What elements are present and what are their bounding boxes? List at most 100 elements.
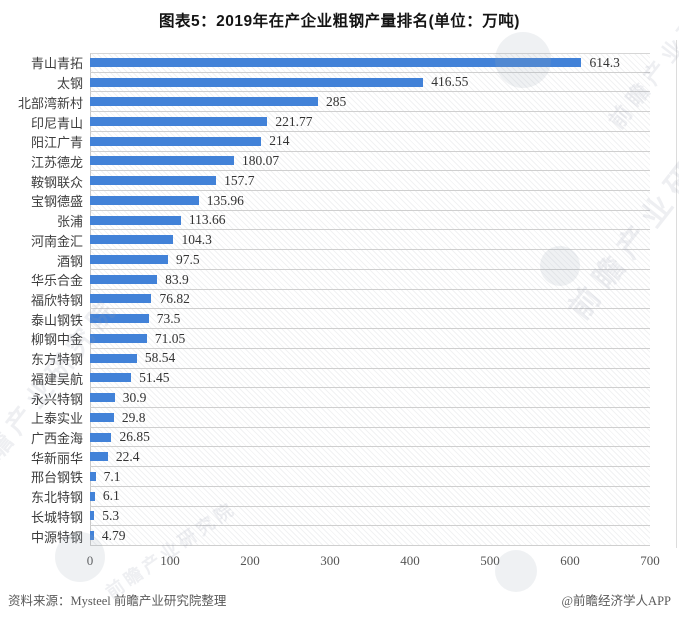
bar xyxy=(90,452,108,462)
chart-row: 长城特钢 5.3 xyxy=(0,507,650,527)
chart-row: 阳江广青 214 xyxy=(0,132,650,152)
bar xyxy=(90,412,114,422)
chart-row: 东北特钢 6.1 xyxy=(0,487,650,507)
value-label: 71.05 xyxy=(154,330,186,346)
bar-track: 71.05 xyxy=(90,329,650,349)
category-label: 江苏德龙 xyxy=(30,154,83,170)
bar xyxy=(90,314,149,324)
category-label: 印尼青山 xyxy=(30,115,83,131)
bar-track: 157.7 xyxy=(90,171,650,192)
chart-row: 青山青拓 614.3 xyxy=(0,53,650,73)
value-label: 113.66 xyxy=(188,212,226,228)
value-label: 135.96 xyxy=(206,192,244,208)
bar-track: 6.1 xyxy=(90,487,650,507)
chart-row: 福欣特钢 76.82 xyxy=(0,290,650,310)
value-label: 76.82 xyxy=(159,291,190,307)
bar xyxy=(90,97,318,107)
right-edge-line xyxy=(676,40,677,548)
chart-row: 酒钢 97.5 xyxy=(0,250,650,270)
bar-track: 30.9 xyxy=(90,388,650,408)
chart-row: 张浦 113.66 xyxy=(0,211,650,231)
value-label: 104.3 xyxy=(181,232,212,248)
bar-track: 51.45 xyxy=(90,369,650,389)
category-label: 福建吴航 xyxy=(30,371,83,387)
category-label: 北部湾新村 xyxy=(17,95,83,111)
category-label: 中源特钢 xyxy=(30,529,83,545)
category-label: 广西金海 xyxy=(30,431,83,447)
category-label: 华新丽华 xyxy=(30,450,83,466)
bar-track: 7.1 xyxy=(90,467,650,487)
chart-row: 泰山钢铁 73.5 xyxy=(0,309,650,330)
chart-row: 江苏德龙 180.07 xyxy=(0,152,650,172)
chart-row: 华乐合金 83.9 xyxy=(0,270,650,290)
x-tick: 200 xyxy=(240,553,260,568)
chart-row: 永兴特钢 30.9 xyxy=(0,388,650,408)
bar-track: 73.5 xyxy=(90,309,650,330)
bar xyxy=(90,215,181,225)
value-label: 4.79 xyxy=(101,527,126,543)
bar-track: 214 xyxy=(90,132,650,152)
bar-track: 22.4 xyxy=(90,447,650,468)
source-note: 资料来源：Mysteel 前瞻产业研究院整理 xyxy=(8,594,227,608)
value-label: 180.07 xyxy=(242,153,280,169)
chart-row: 东方特钢 58.54 xyxy=(0,349,650,369)
bar-track: 113.66 xyxy=(90,211,650,231)
value-label: 26.85 xyxy=(119,429,150,445)
x-tick: 100 xyxy=(160,553,180,568)
bar-track: 76.82 xyxy=(90,290,650,310)
footer: 资料来源：Mysteel 前瞻产业研究院整理 @前瞻经济学人APP xyxy=(8,590,671,609)
bar xyxy=(90,57,582,67)
chart-row: 宝钢德盛 135.96 xyxy=(0,191,650,211)
value-label: 285 xyxy=(326,94,347,110)
bar xyxy=(90,511,95,521)
value-label: 73.5 xyxy=(156,310,181,326)
category-label: 东北特钢 xyxy=(30,490,83,506)
chart-row: 中源特钢 4.79 xyxy=(0,526,650,546)
value-label: 221.77 xyxy=(275,113,313,129)
chart-row: 福建吴航 51.45 xyxy=(0,369,650,389)
bar-track: 285 xyxy=(90,92,650,113)
chart-row: 鞍钢联众 157.7 xyxy=(0,171,650,192)
bar-track: 26.85 xyxy=(90,428,650,448)
bar-track: 83.9 xyxy=(90,270,650,290)
page-title: 图表5：2019年在产企业粗钢产量排名(单位：万吨) xyxy=(159,13,520,30)
value-label: 83.9 xyxy=(165,271,189,287)
bar xyxy=(90,393,115,403)
chart-rows: 青山青拓 614.3 太钢 416.55 北部湾新村 285 印尼青山 221.77 阳江广青 2… xyxy=(0,53,650,546)
category-label: 阳江广青 xyxy=(30,135,83,151)
bar xyxy=(90,235,174,245)
x-tick: 0 xyxy=(86,553,94,568)
chart-row: 邢台钢铁 7.1 xyxy=(0,467,650,487)
category-label: 太钢 xyxy=(56,76,83,92)
bar xyxy=(90,333,147,343)
bar-track: 4.79 xyxy=(90,526,650,546)
chart-row: 河南金汇 104.3 xyxy=(0,230,650,251)
category-label: 邢台钢铁 xyxy=(30,470,83,486)
bar xyxy=(90,255,168,265)
plot-area xyxy=(90,53,650,546)
bar-track: 104.3 xyxy=(90,230,650,251)
bar-track: 614.3 xyxy=(90,53,650,73)
bar xyxy=(90,353,137,363)
value-label: 214 xyxy=(269,133,290,149)
bar xyxy=(90,274,158,284)
chart-row: 华新丽华 22.4 xyxy=(0,447,650,468)
bar-track: 180.07 xyxy=(90,152,650,172)
category-label: 宝钢德盛 xyxy=(30,194,83,210)
value-label: 416.55 xyxy=(431,74,469,90)
chart-row: 太钢 416.55 xyxy=(0,73,650,93)
value-label: 22.4 xyxy=(115,448,140,464)
bar-track: 416.55 xyxy=(90,73,650,93)
bar-track: 5.3 xyxy=(90,507,650,527)
category-label: 柳钢中金 xyxy=(30,332,83,348)
x-axis: 0 100 200 300 400 500 600 700 xyxy=(0,553,679,571)
value-label: 614.3 xyxy=(589,54,620,70)
x-tick: 700 xyxy=(640,553,660,568)
category-label: 河南金汇 xyxy=(30,233,83,249)
chart-row: 上泰实业 29.8 xyxy=(0,408,650,428)
bar-track: 135.96 xyxy=(90,191,650,211)
bar xyxy=(90,176,217,186)
x-tick: 600 xyxy=(560,553,580,568)
category-label: 青山青拓 xyxy=(30,56,83,72)
